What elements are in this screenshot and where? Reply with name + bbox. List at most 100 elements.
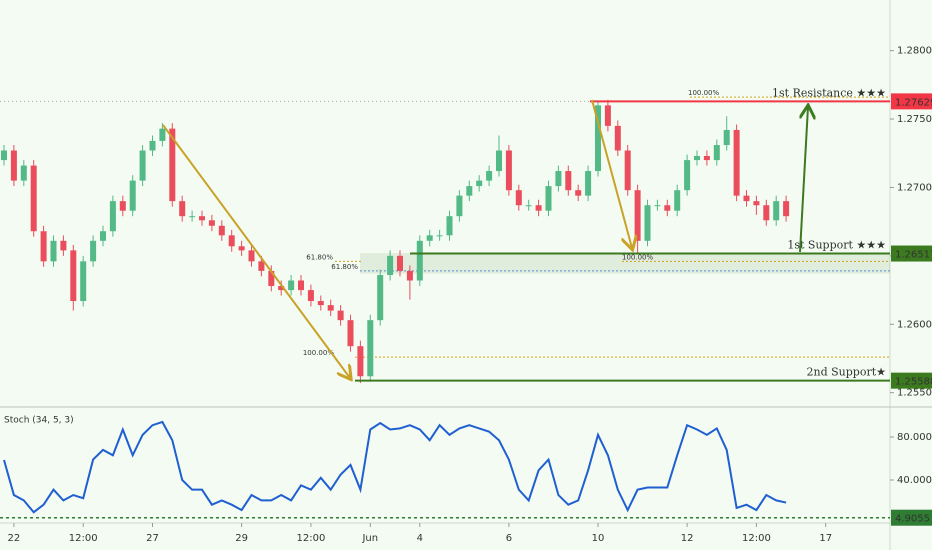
candle-body: [486, 171, 493, 181]
candle-body: [733, 129, 740, 196]
candle-body: [10, 150, 17, 181]
candle-body: [169, 128, 176, 202]
x-tick-label: 6: [506, 533, 512, 544]
candle-body: [783, 201, 790, 217]
candle-body: [753, 201, 760, 206]
candle-body: [149, 140, 156, 151]
candle-body: [535, 205, 542, 211]
level-name: 1st Support ★★★: [787, 239, 886, 252]
candle-body: [664, 205, 671, 211]
candle-body: [179, 201, 186, 217]
x-tick-label: Jun: [361, 533, 378, 544]
x-tick-label: 4: [417, 533, 423, 544]
candle-body: [159, 128, 166, 141]
candle-body: [40, 231, 47, 262]
candle-body: [258, 261, 265, 271]
candle-body: [317, 301, 324, 306]
candle-body: [337, 310, 344, 321]
candle-body: [604, 105, 611, 126]
candle-body: [327, 305, 334, 311]
candle-body: [555, 171, 562, 187]
fib-label: 100.00%: [622, 253, 653, 261]
candle-body: [367, 320, 374, 377]
candle-body: [100, 231, 106, 241]
candle-body: [713, 145, 720, 161]
level-value: 1.26517: [895, 250, 932, 261]
candle-body: [406, 270, 413, 281]
candle-body: [496, 150, 502, 172]
candle-body: [763, 205, 770, 221]
candle-body: [723, 129, 730, 146]
y-tick-label: 1.25500: [897, 388, 932, 399]
fib-label: 100.00%: [688, 89, 719, 97]
arrow: [591, 99, 632, 248]
candle-body: [278, 285, 285, 291]
level-name: 1st Resistance ★★★: [772, 86, 886, 99]
candle-body: [466, 186, 473, 196]
x-tick-label: 10: [592, 533, 605, 544]
candle-body: [624, 150, 631, 191]
candle-body: [218, 225, 225, 236]
x-tick-label: 12:00: [69, 533, 98, 544]
plot: 1.280001.275001.270001.265001.260001.255…: [0, 46, 932, 544]
candle-body: [684, 160, 691, 191]
level-badge: [891, 372, 932, 389]
candle-body: [30, 165, 37, 232]
candle-body: [456, 195, 463, 217]
candle-body: [476, 180, 483, 187]
fib-label: 100.00%: [303, 349, 334, 357]
arrow: [799, 107, 808, 253]
stoch-level-badge: [891, 509, 932, 526]
x-tick-label: 12:00: [296, 533, 325, 544]
candle-body: [189, 216, 196, 218]
x-tick-label: 12: [681, 533, 694, 544]
candle-body: [70, 250, 77, 302]
candle-body: [377, 275, 384, 321]
candle-body: [129, 180, 136, 211]
level-badge: [891, 245, 932, 262]
candle-body: [307, 290, 314, 302]
stoch-line: [3, 420, 787, 514]
candle-body: [268, 270, 275, 286]
candle-body: [595, 105, 601, 172]
candle-body: [80, 261, 87, 302]
y-tick-label: 80.0000: [897, 432, 932, 443]
candle-body: [208, 220, 215, 226]
candle-body: [634, 190, 641, 241]
candle-body: [743, 195, 750, 202]
level-badge: [891, 93, 932, 110]
candle-body: [139, 150, 146, 181]
y-tick-label: 1.27500: [897, 114, 932, 125]
fib-label: 61.80%: [306, 253, 333, 261]
x-tick-label: 27: [146, 533, 159, 544]
candle-body: [565, 171, 572, 191]
candle-body: [387, 255, 394, 276]
x-tick-label: 17: [819, 533, 832, 544]
candle-body: [703, 155, 710, 161]
candle-body: [614, 125, 621, 151]
candle-body: [515, 190, 522, 206]
candle-body: [347, 320, 354, 347]
candle-body: [644, 205, 651, 241]
candle-body: [674, 190, 681, 211]
candle-body: [228, 235, 235, 247]
support-zone: [360, 253, 890, 274]
stoch-level-value: 4.9055: [895, 514, 930, 525]
candle-body: [585, 171, 592, 196]
y-tick-label: 40.0000: [897, 475, 932, 486]
candle-body: [109, 201, 116, 232]
candle-body: [90, 240, 97, 262]
candle-body: [50, 240, 57, 262]
candle-body: [248, 250, 255, 262]
candle-body: [357, 346, 364, 377]
candle-body: [446, 216, 453, 236]
candle-body: [397, 255, 403, 271]
candle-body: [426, 235, 433, 241]
fib-label: 61.80%: [331, 263, 358, 271]
arrow: [162, 124, 350, 378]
y-tick-label: 1.26000: [897, 319, 932, 330]
